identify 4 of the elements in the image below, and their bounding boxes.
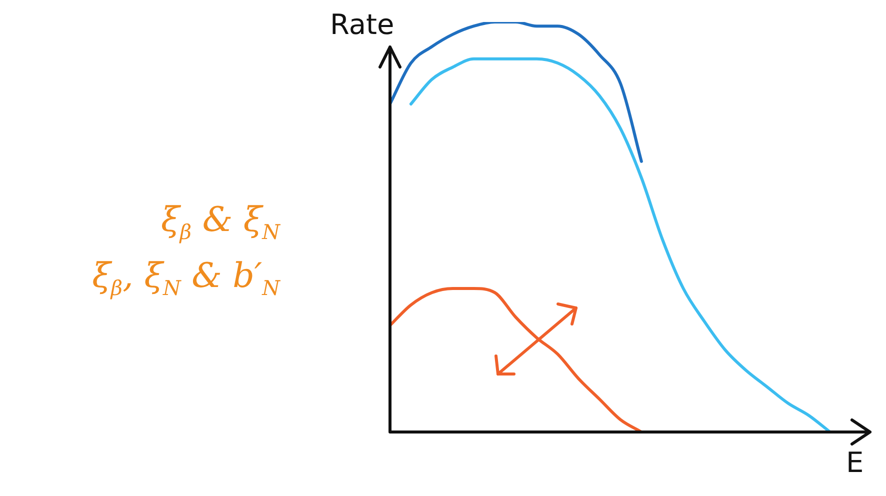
text: ξ$_{β}$ & ξ$_{N}$ [161,200,280,244]
y-axis-title: Rate [330,8,394,41]
x-axis-title: E [846,446,864,479]
text: ξ$_{β}$, ξ$_{N}$ & b′$_{N}$ [92,256,280,300]
